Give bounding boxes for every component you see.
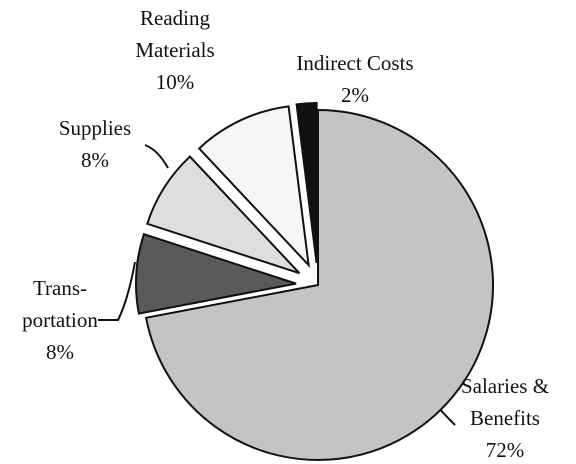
slice-label: Salaries &: [461, 374, 549, 398]
leader-line: [98, 261, 136, 321]
pie-slice: [144, 108, 494, 461]
pie-slice: [135, 232, 297, 315]
slice-label: Reading: [140, 6, 210, 30]
slice-label: portation: [22, 308, 98, 332]
value-label: 2%: [341, 83, 369, 107]
slice-label: Indirect Costs: [296, 51, 413, 75]
pie-slice: [295, 102, 318, 264]
pie-slice: [145, 155, 301, 275]
value-label: 10%: [156, 70, 195, 94]
leader-line: [144, 144, 169, 169]
value-label: 8%: [81, 148, 109, 172]
slice-label: Benefits: [470, 406, 540, 430]
value-label: 8%: [46, 340, 74, 364]
pie-slice: [197, 105, 311, 269]
slice-label: Trans-: [33, 276, 87, 300]
slice-label: Materials: [135, 38, 214, 62]
value-label: 72%: [486, 438, 525, 462]
slice-label: Supplies: [59, 116, 131, 140]
